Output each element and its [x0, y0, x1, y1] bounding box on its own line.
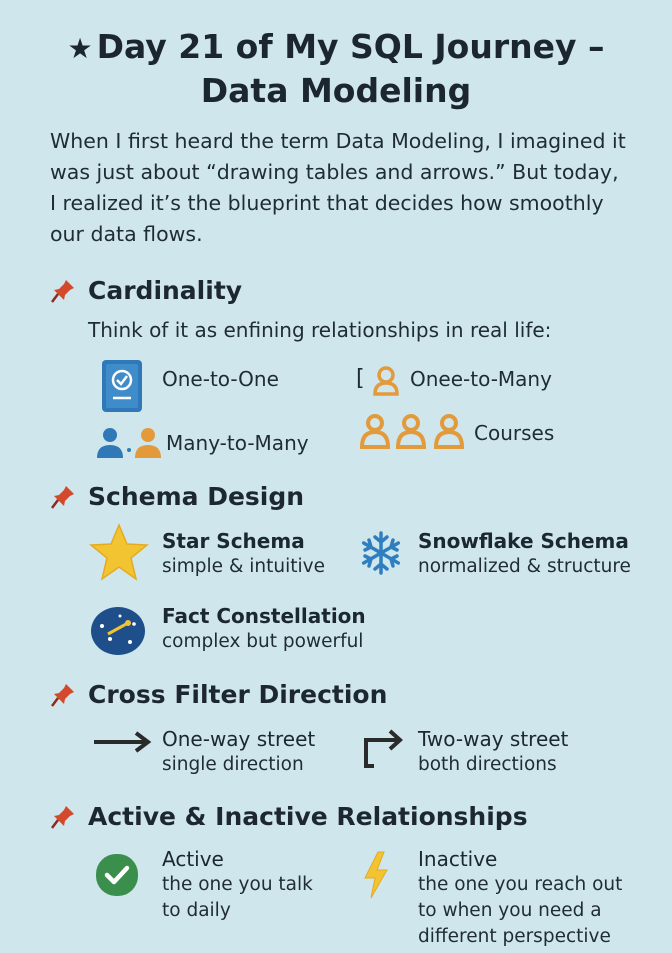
one-way-desc: single direction	[162, 754, 304, 775]
fact-constellation-text: Fact Constellation complex but powerful	[162, 603, 366, 655]
one-way-text: One-way street single direction	[162, 726, 315, 778]
pushpin-icon	[51, 279, 74, 303]
passport-icon	[102, 360, 142, 412]
section-schema-design: Schema Design	[50, 482, 304, 511]
fact-constellation-title: Fact Constellation	[162, 604, 366, 628]
snowflake-icon	[361, 531, 401, 575]
one-way-title: One-way street	[162, 727, 316, 751]
active-desc-2: to daily	[162, 900, 231, 921]
star-icon: ★	[67, 32, 93, 65]
inactive-text: Inactive the one you reach out to when y…	[418, 846, 622, 950]
active-text: Active the one you talk to daily	[162, 846, 313, 924]
intro-paragraph: When I first heard the term Data Modelin…	[50, 129, 626, 246]
one-to-many-label: Onee-to-Many	[410, 367, 552, 391]
schema-heading: Schema Design	[88, 482, 305, 511]
pushpin-icon	[51, 683, 74, 707]
two-way-arrow-icon	[364, 729, 403, 768]
checkmark-icon	[96, 854, 138, 896]
constellation-icon	[91, 607, 145, 655]
star-schema-title: Star Schema	[162, 529, 305, 553]
active-inactive-heading: Active & Inactive Relationships	[88, 802, 528, 831]
cross-filter-heading: Cross Filter Direction	[88, 680, 388, 709]
people-pair-icon	[97, 428, 161, 458]
active-title: Active	[162, 847, 224, 871]
section-active-inactive: Active & Inactive Relationships	[50, 802, 528, 831]
one-to-one-label: One-to-One	[162, 367, 279, 391]
title-line-2: Data Modeling	[200, 71, 472, 110]
active-desc-1: the one you talk	[162, 874, 313, 895]
fact-constellation-desc: complex but powerful	[162, 631, 364, 652]
snowflake-schema-text: Snowflake Schema normalized & structure	[418, 528, 631, 580]
two-way-desc: both directions	[418, 754, 557, 775]
courses-label: Courses	[474, 421, 555, 445]
cardinality-subtext: Think of it as enfining relationships in…	[88, 318, 552, 342]
two-way-title: Two-way street	[418, 727, 569, 751]
person-icon	[373, 366, 399, 396]
star-icon	[89, 523, 149, 581]
lightning-icon	[364, 851, 388, 899]
inactive-desc-1: the one you reach out	[418, 874, 623, 895]
many-to-many-label: Many-to-Many	[166, 431, 309, 455]
snowflake-schema-desc: normalized & structure	[418, 556, 631, 577]
title-line-1: Day 21 of My SQL Journey –	[96, 27, 605, 66]
pushpin-icon	[51, 485, 74, 509]
two-way-text: Two-way street both directions	[418, 726, 568, 778]
star-schema-text: Star Schema simple & intuitive	[162, 528, 325, 580]
inactive-desc-2: to when you need a	[418, 900, 602, 921]
pushpin-icon	[51, 805, 74, 829]
star-schema-desc: simple & intuitive	[162, 556, 325, 577]
arrow-right-icon	[94, 731, 152, 753]
inactive-desc-3: different perspective	[418, 926, 611, 947]
snowflake-schema-title: Snowflake Schema	[418, 529, 629, 553]
section-cardinality: Cardinality	[50, 276, 242, 305]
cardinality-heading: Cardinality	[88, 276, 243, 305]
page-title: ★ Day 21 of My SQL Journey – Data Modelin…	[0, 26, 672, 112]
inactive-title: Inactive	[418, 847, 498, 871]
section-cross-filter: Cross Filter Direction	[50, 680, 387, 709]
group-icon	[359, 414, 465, 449]
one-to-many-bracket: [	[356, 366, 365, 391]
